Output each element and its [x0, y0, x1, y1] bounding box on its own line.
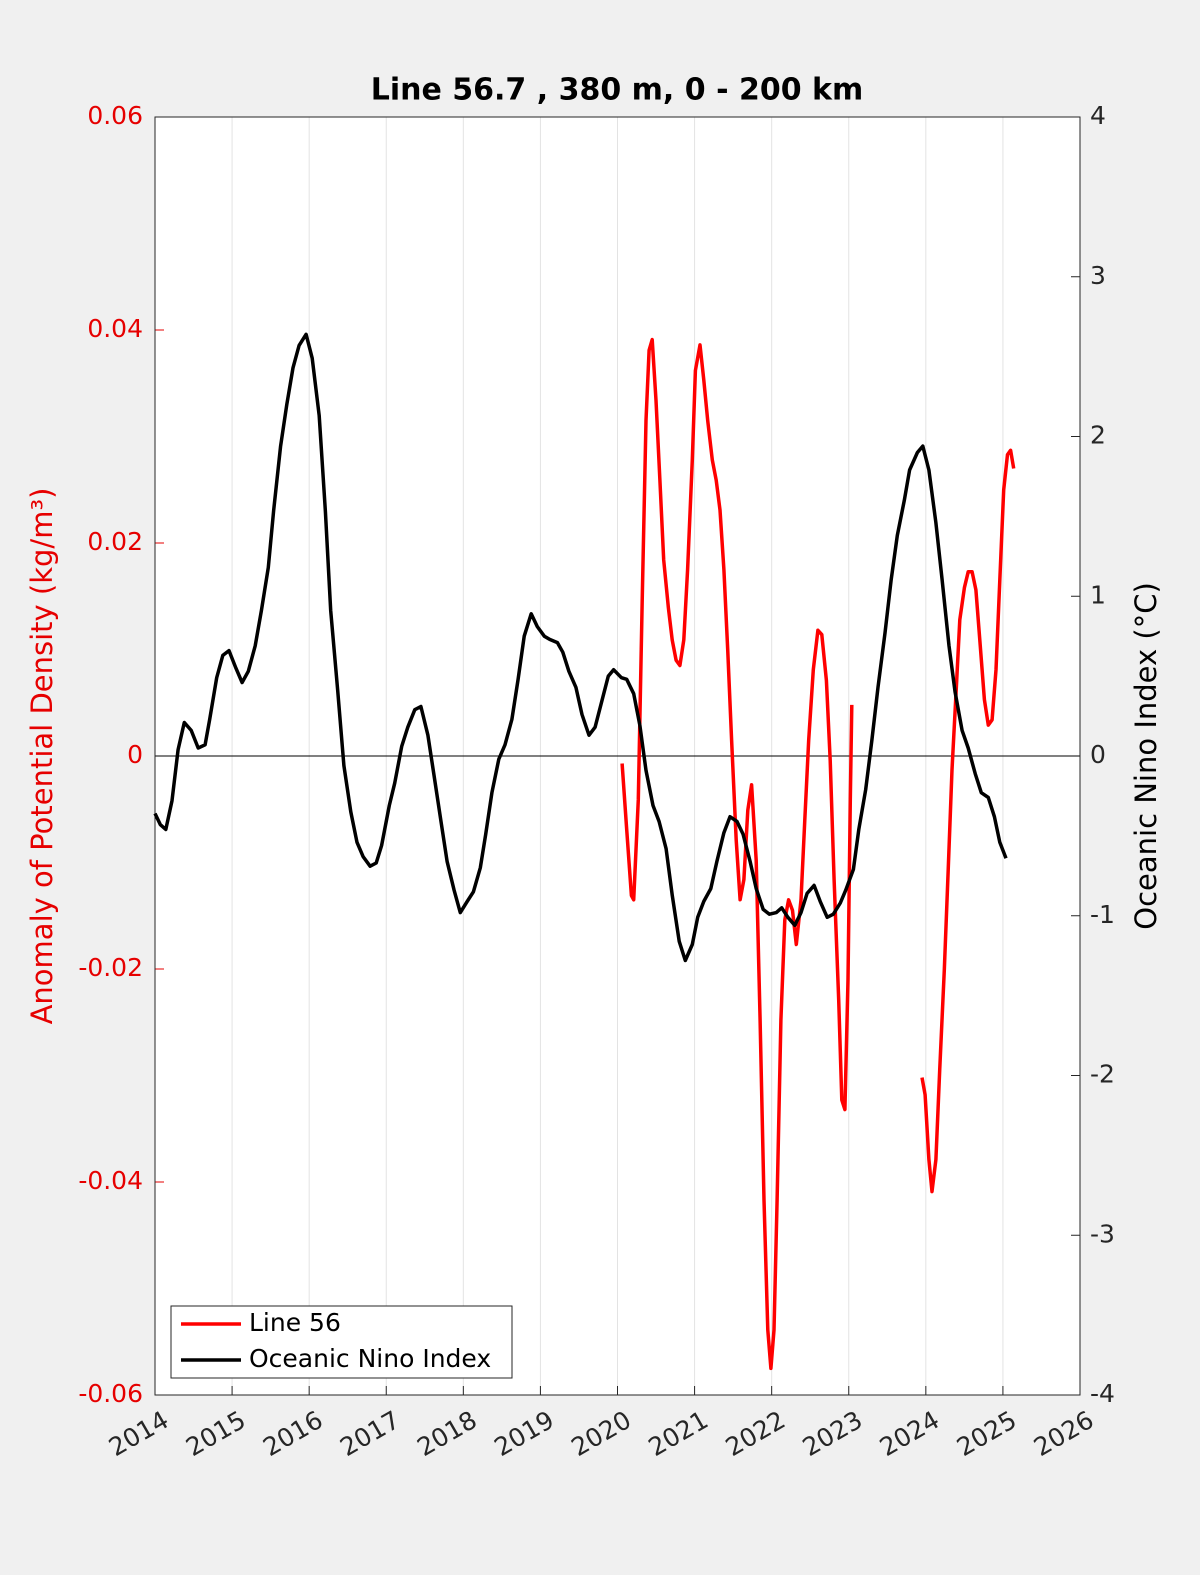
- y2-tick-label: 4: [1090, 101, 1106, 130]
- x-tick-label: 2025: [952, 1405, 1022, 1462]
- x-tick-label: 2016: [258, 1405, 328, 1462]
- series-line: [153, 332, 1008, 963]
- legend-label: Line 56: [249, 1308, 341, 1337]
- y2-tick-label: -2: [1090, 1060, 1115, 1089]
- x-tick-label: 2019: [489, 1405, 559, 1462]
- y2-tick-label: -4: [1090, 1379, 1115, 1408]
- legend-box: [170, 1305, 513, 1379]
- y-tick-label: -0.06: [78, 1379, 143, 1408]
- y2-tick-label: 2: [1090, 421, 1106, 450]
- series-line: [620, 337, 1016, 1371]
- x-tick-label: 2020: [566, 1405, 636, 1462]
- y-tick-label: 0.04: [87, 314, 143, 343]
- y2-axis-label: Oceanic Nino Index (°C): [1129, 582, 1163, 930]
- x-tick-label: 2015: [181, 1405, 251, 1462]
- x-tick-label: 2014: [104, 1405, 174, 1462]
- y2-tick-label: -1: [1090, 900, 1115, 929]
- y2-tick-label: 1: [1090, 580, 1106, 609]
- legend-label: Oceanic Nino Index: [249, 1344, 491, 1373]
- y-tick-label: 0.06: [87, 101, 143, 130]
- x-tick-label: 2024: [875, 1405, 945, 1462]
- y-tick-label: -0.04: [78, 1166, 143, 1195]
- y2-tick-label: 0: [1090, 740, 1106, 769]
- axes-box: [154, 116, 1081, 1396]
- x-tick-label: 2018: [412, 1405, 482, 1462]
- x-tick-label: 2021: [643, 1405, 713, 1462]
- x-tick-label: 2017: [335, 1405, 405, 1462]
- y-tick-label: 0.02: [87, 527, 143, 556]
- y2-tick-label: 3: [1090, 261, 1106, 290]
- y-axis-label: Anomaly of Potential Density (kg/m³): [25, 488, 59, 1025]
- y-tick-label: -0.02: [78, 953, 143, 982]
- y-tick-label: 0: [127, 740, 143, 769]
- x-tick-label: 2022: [721, 1405, 791, 1462]
- x-tick-label: 2026: [1029, 1405, 1099, 1462]
- chart-title: Line 56.7 , 380 m, 0 - 200 km: [371, 73, 864, 108]
- y2-tick-label: -3: [1090, 1219, 1115, 1248]
- x-tick-label: 2023: [798, 1405, 868, 1462]
